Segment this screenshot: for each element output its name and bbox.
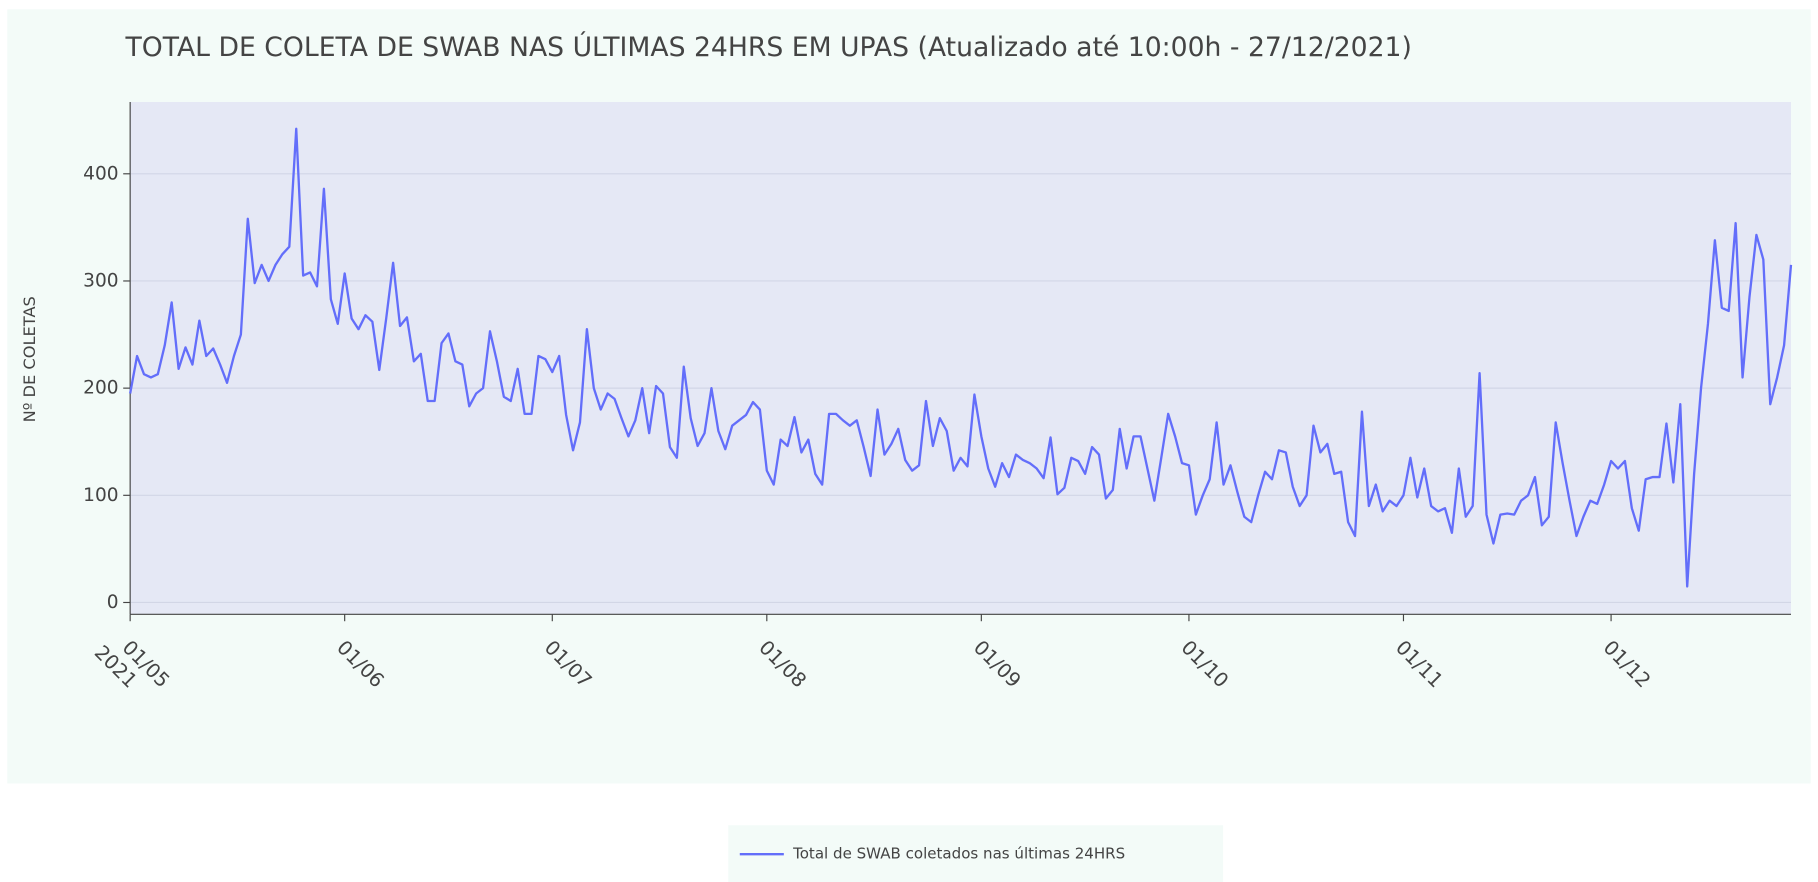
plot-area — [130, 101, 1791, 615]
y-tick-label: 100 — [83, 485, 118, 506]
y-tick-label: 200 — [83, 378, 118, 399]
chart-title: TOTAL DE COLETA DE SWAB NAS ÚLTIMAS 24HR… — [125, 31, 1412, 63]
y-tick-label: 0 — [107, 592, 119, 613]
legend-label: Total de SWAB coletados nas últimas 24HR… — [792, 845, 1125, 863]
y-axis-label: Nº DE COLETAS — [20, 296, 39, 422]
data-line — [129, 127, 1793, 588]
y-tick-label: 300 — [83, 270, 118, 291]
y-tick-label: 400 — [83, 163, 118, 184]
legend — [728, 825, 1224, 882]
